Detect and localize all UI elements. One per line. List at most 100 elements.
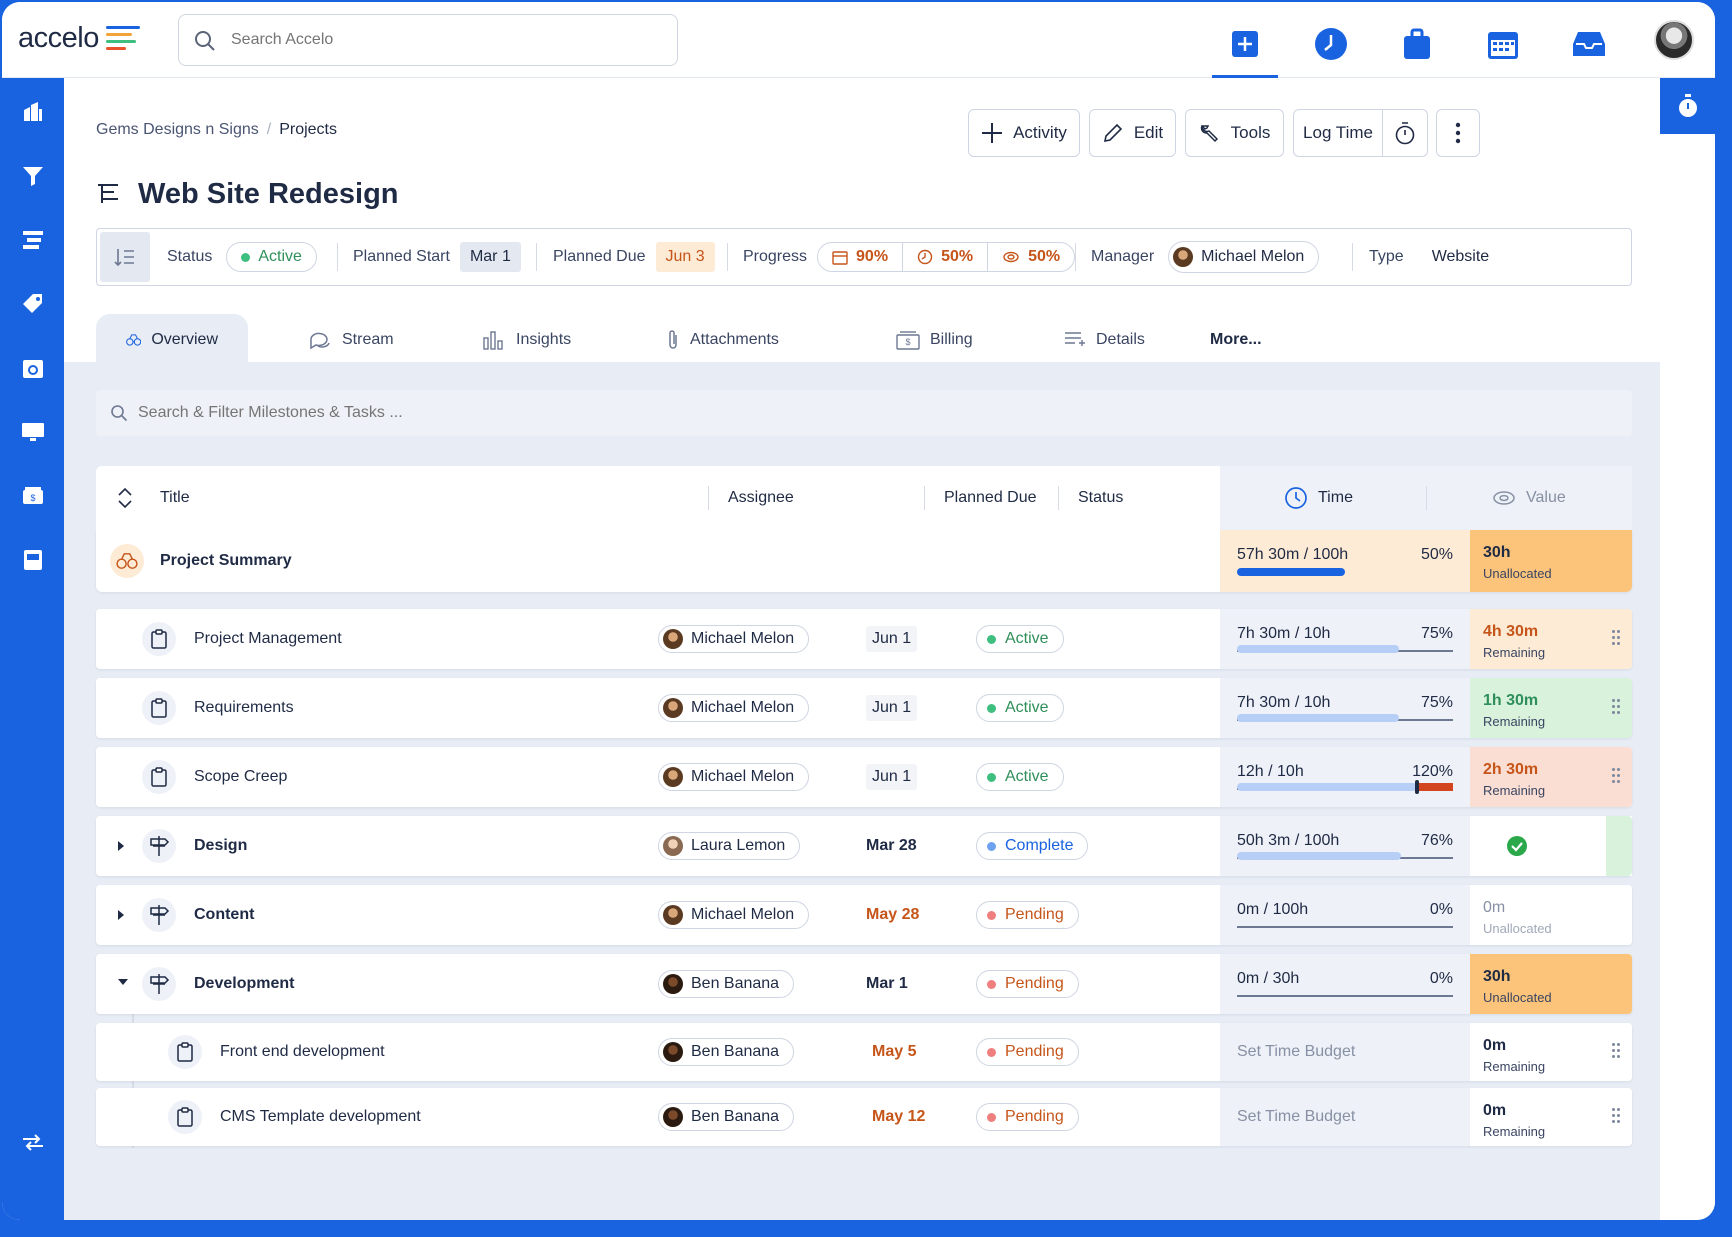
user-avatar[interactable] bbox=[1654, 20, 1694, 60]
sort-toggle-button[interactable] bbox=[100, 232, 150, 282]
drag-handle-icon[interactable] bbox=[1612, 1043, 1620, 1061]
drag-handle-icon[interactable] bbox=[1612, 699, 1620, 717]
status-badge[interactable]: Complete bbox=[976, 832, 1089, 860]
search-input[interactable] bbox=[231, 25, 651, 55]
due-date[interactable]: May 12 bbox=[872, 1108, 926, 1125]
edit-button[interactable]: Edit bbox=[1089, 109, 1176, 157]
status-badge[interactable]: Active bbox=[976, 625, 1064, 653]
tab-more[interactable]: More... bbox=[1210, 331, 1262, 348]
time-cell[interactable]: 0m / 100h 0% bbox=[1220, 885, 1470, 945]
log-time-button[interactable]: Log Time bbox=[1293, 109, 1383, 157]
tab-stream[interactable]: Stream bbox=[308, 314, 394, 366]
tab-attachments[interactable]: Attachments bbox=[666, 314, 779, 366]
column-value[interactable]: Value bbox=[1492, 466, 1566, 530]
manager-badge[interactable]: Michael Melon bbox=[1168, 241, 1320, 273]
assignee-badge[interactable]: Ben Banana bbox=[658, 1038, 795, 1066]
assignee-badge[interactable]: Ben Banana bbox=[658, 1103, 795, 1131]
tab-details[interactable]: Details bbox=[1064, 314, 1145, 366]
dashboard-icon[interactable] bbox=[21, 100, 45, 124]
schedule-icon[interactable] bbox=[21, 356, 45, 380]
filter-input[interactable] bbox=[138, 400, 938, 426]
column-title[interactable]: Title bbox=[160, 489, 190, 506]
milestone-filter[interactable] bbox=[96, 390, 1632, 436]
due-date[interactable]: Jun 1 bbox=[866, 695, 918, 721]
monitor-icon[interactable] bbox=[21, 420, 45, 444]
due-date[interactable]: Jun 1 bbox=[866, 626, 918, 652]
status-badge[interactable]: Active bbox=[976, 694, 1064, 722]
progress-pill[interactable]: 90% 50% 50% bbox=[817, 242, 1076, 272]
time-cell[interactable]: 7h 30m / 10h 75% bbox=[1220, 678, 1470, 738]
planned-start-value[interactable]: Mar 1 bbox=[459, 242, 521, 272]
inbox-button[interactable] bbox=[1556, 16, 1622, 72]
row-title[interactable]: Design bbox=[194, 837, 248, 854]
add-activity-button[interactable]: Activity bbox=[968, 109, 1080, 157]
due-date[interactable]: Mar 28 bbox=[866, 837, 917, 854]
drag-handle-icon[interactable] bbox=[1612, 768, 1620, 786]
tab-overview[interactable]: Overview bbox=[96, 314, 248, 366]
calendar-button[interactable] bbox=[1470, 16, 1536, 72]
breadcrumb-current[interactable]: Projects bbox=[279, 121, 337, 138]
collapse-icon[interactable] bbox=[21, 1130, 45, 1154]
drag-handle-icon[interactable] bbox=[1612, 1108, 1620, 1126]
row-title[interactable]: Content bbox=[194, 906, 255, 923]
assignee-badge[interactable]: Michael Melon bbox=[658, 625, 810, 653]
project-summary-row[interactable]: Project Summary 57h 30m / 100h 50% 30h U… bbox=[96, 530, 1632, 592]
row-title[interactable]: CMS Template development bbox=[220, 1108, 421, 1125]
milestone-row[interactable]: Design Laura Lemon Mar 28 Complete 50h 3m / … bbox=[96, 816, 1632, 876]
milestone-row[interactable]: Content Michael Melon May 28 Pending 0m / 10… bbox=[96, 885, 1632, 945]
task-row[interactable]: Requirements Michael Melon Jun 1 Active 7h 3… bbox=[96, 678, 1632, 738]
tab-billing[interactable]: $ Billing bbox=[896, 314, 973, 366]
status-badge[interactable]: Active bbox=[976, 763, 1064, 791]
task-row[interactable]: Front end development Ben Banana May 5 Pend… bbox=[96, 1023, 1632, 1081]
expand-toggle[interactable] bbox=[118, 841, 124, 851]
report-icon[interactable] bbox=[21, 548, 45, 572]
row-title[interactable]: Project Management bbox=[194, 630, 342, 647]
row-title[interactable]: Requirements bbox=[194, 699, 294, 716]
row-title[interactable]: Front end development bbox=[220, 1043, 385, 1060]
column-time[interactable]: Time bbox=[1284, 466, 1353, 530]
status-badge[interactable]: Pending bbox=[976, 1103, 1079, 1131]
column-planned-due[interactable]: Planned Due bbox=[944, 489, 1037, 506]
status-badge[interactable]: Active bbox=[226, 242, 317, 272]
assignee-badge[interactable]: Michael Melon bbox=[658, 763, 810, 791]
assignee-badge[interactable]: Michael Melon bbox=[658, 694, 810, 722]
assignee-badge[interactable]: Laura Lemon bbox=[658, 832, 801, 860]
billing-icon[interactable]: $ bbox=[21, 484, 45, 508]
sort-toggle[interactable] bbox=[116, 466, 134, 530]
planned-due-value[interactable]: Jun 3 bbox=[655, 242, 715, 272]
row-title[interactable]: Development bbox=[194, 975, 295, 992]
time-cell[interactable]: 50h 3m / 100h 76% bbox=[1220, 816, 1470, 876]
due-date[interactable]: May 5 bbox=[872, 1043, 917, 1060]
expand-toggle[interactable] bbox=[118, 910, 124, 920]
status-badge[interactable]: Pending bbox=[976, 901, 1079, 929]
work-button[interactable] bbox=[1384, 16, 1450, 72]
time-cell[interactable]: Set Time Budget bbox=[1220, 1088, 1470, 1146]
assignee-badge[interactable]: Ben Banana bbox=[658, 970, 795, 998]
due-date[interactable]: Mar 1 bbox=[866, 975, 908, 992]
start-timer-button[interactable] bbox=[1382, 109, 1428, 157]
column-assignee[interactable]: Assignee bbox=[728, 489, 794, 506]
row-title[interactable]: Scope Creep bbox=[194, 768, 288, 785]
due-date[interactable]: May 28 bbox=[866, 906, 920, 923]
add-button[interactable] bbox=[1212, 16, 1278, 78]
global-search[interactable] bbox=[178, 14, 678, 66]
breadcrumb-parent[interactable]: Gems Designs n Signs bbox=[96, 121, 259, 138]
tab-insights[interactable]: Insights bbox=[482, 314, 571, 366]
column-status[interactable]: Status bbox=[1078, 489, 1124, 506]
tools-button[interactable]: Tools bbox=[1185, 109, 1284, 157]
assignee-badge[interactable]: Michael Melon bbox=[658, 901, 810, 929]
timesheet-button[interactable] bbox=[1298, 16, 1364, 72]
time-cell[interactable]: 0m / 30h 0% bbox=[1220, 954, 1470, 1014]
milestone-row[interactable]: Development Ben Banana Mar 1 Pending 0m / 30… bbox=[96, 954, 1632, 1014]
due-date[interactable]: Jun 1 bbox=[866, 764, 918, 790]
status-badge[interactable]: Pending bbox=[976, 1038, 1079, 1066]
time-cell[interactable]: Set Time Budget bbox=[1220, 1023, 1470, 1081]
time-cell[interactable]: 12h / 10h 120% bbox=[1220, 747, 1470, 807]
time-cell[interactable]: 7h 30m / 10h 75% bbox=[1220, 609, 1470, 669]
tag-icon[interactable] bbox=[21, 292, 45, 316]
timer-tab[interactable] bbox=[1660, 78, 1715, 134]
projects-icon[interactable] bbox=[21, 228, 45, 252]
expand-toggle[interactable] bbox=[118, 979, 128, 985]
drag-handle-icon[interactable] bbox=[1612, 630, 1620, 648]
task-row[interactable]: Scope Creep Michael Melon Jun 1 Active 12h /… bbox=[96, 747, 1632, 807]
